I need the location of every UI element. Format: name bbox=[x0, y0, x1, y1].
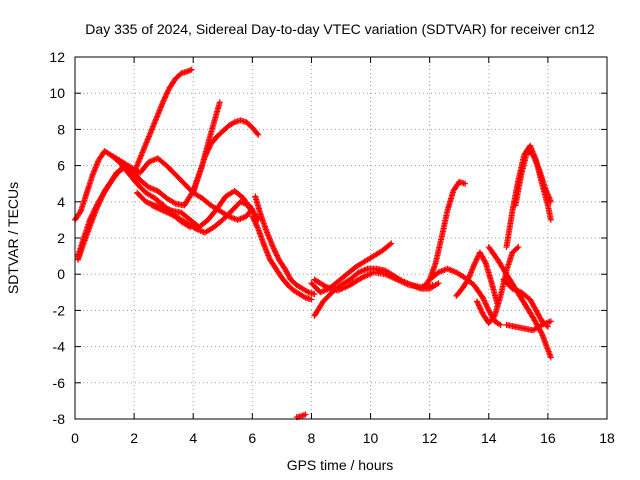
series-track-22 bbox=[500, 276, 551, 330]
data-point bbox=[388, 240, 395, 247]
data-point bbox=[544, 323, 551, 330]
data-point bbox=[514, 245, 521, 252]
y-tick-label: -6 bbox=[53, 375, 66, 391]
series-track-9 bbox=[252, 193, 318, 298]
y-tick-label: 0 bbox=[57, 266, 65, 282]
x-tick-label: 10 bbox=[363, 430, 379, 446]
data-point bbox=[543, 322, 550, 329]
x-tick-label: 12 bbox=[422, 430, 438, 446]
series-track-4 bbox=[110, 153, 256, 223]
series-track-13 bbox=[311, 269, 436, 294]
y-tick-label: -4 bbox=[53, 339, 66, 355]
series-track-21 bbox=[503, 318, 554, 334]
data-point bbox=[547, 318, 554, 325]
data-point bbox=[435, 280, 442, 287]
data-point bbox=[547, 198, 554, 205]
x-tick-label: 14 bbox=[481, 430, 497, 446]
series-track-18 bbox=[485, 244, 554, 361]
data-point bbox=[386, 241, 393, 248]
data-point bbox=[308, 296, 315, 303]
data-point bbox=[482, 258, 489, 265]
data-point bbox=[538, 329, 545, 336]
series-track-8 bbox=[249, 213, 315, 303]
x-axis-label: GPS time / hours bbox=[287, 457, 394, 473]
x-tick-label: 6 bbox=[248, 430, 256, 446]
grid bbox=[75, 57, 607, 419]
y-axis-label: SDTVAR / TECUs bbox=[5, 182, 21, 294]
y-tick-label: -8 bbox=[53, 411, 66, 427]
data-point bbox=[254, 130, 261, 137]
data-point bbox=[429, 282, 436, 289]
data-point bbox=[497, 321, 504, 328]
y-tick-label: 6 bbox=[57, 158, 65, 174]
series-track-2 bbox=[74, 66, 195, 260]
y-tick-label: 4 bbox=[57, 194, 65, 210]
data-point bbox=[515, 244, 522, 251]
x-tick-label: 0 bbox=[71, 430, 79, 446]
x-tick-label: 4 bbox=[189, 430, 197, 446]
y-tick-label: -2 bbox=[53, 302, 66, 318]
data-point bbox=[547, 354, 554, 361]
data-point bbox=[321, 283, 328, 290]
y-tick-label: 8 bbox=[57, 121, 65, 137]
data-point bbox=[255, 131, 262, 138]
y-tick-label: 10 bbox=[49, 85, 65, 101]
data-point bbox=[302, 411, 309, 418]
series-track-16 bbox=[453, 249, 501, 308]
x-tick-label: 16 bbox=[540, 430, 556, 446]
data-point bbox=[255, 216, 262, 223]
data-point bbox=[216, 99, 223, 106]
series-track-20 bbox=[512, 148, 554, 209]
axis-ticks: 0 2 4 6 8 10 12 14 16 18 -8 -6 -4 -2 0 2 4 6 8 10 12 bbox=[49, 49, 615, 446]
series-track-7 bbox=[190, 117, 262, 196]
chart-title: Day 335 of 2024, Sidereal Day-to-day VTE… bbox=[85, 21, 595, 37]
series-track-6 bbox=[148, 198, 262, 236]
x-tick-label: 2 bbox=[130, 430, 138, 446]
data-point bbox=[547, 216, 554, 223]
data-marks bbox=[72, 66, 554, 421]
data-point bbox=[462, 180, 469, 187]
series-track-3 bbox=[74, 99, 223, 263]
y-tick-label: 12 bbox=[49, 49, 65, 65]
series-track-15 bbox=[426, 265, 504, 328]
data-point bbox=[299, 412, 306, 419]
y-tick-label: 2 bbox=[57, 230, 65, 246]
series-track-14 bbox=[420, 178, 469, 290]
x-tick-label: 8 bbox=[308, 430, 316, 446]
data-point bbox=[311, 291, 318, 298]
data-point bbox=[77, 209, 84, 216]
data-point bbox=[188, 66, 195, 73]
x-tick-label: 18 bbox=[599, 430, 615, 446]
